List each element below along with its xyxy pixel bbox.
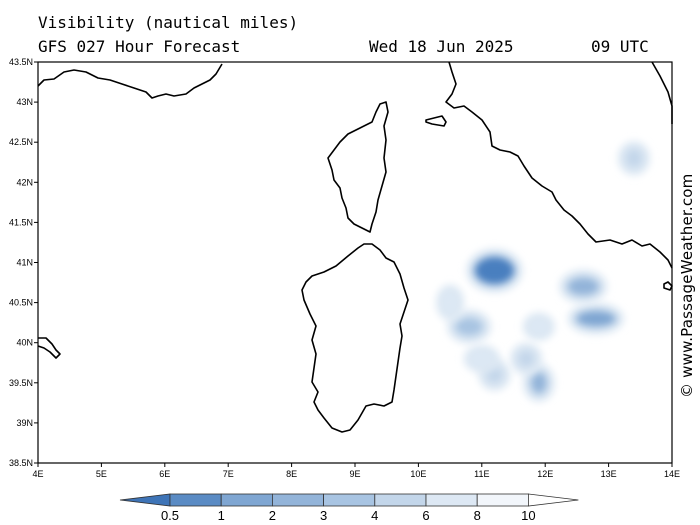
color-legend: 0.5 1 2 3 4 6 8 10	[119, 493, 579, 523]
visibility-patch	[530, 371, 547, 394]
visibility-patch	[444, 292, 457, 313]
legend-label: 8	[474, 508, 481, 523]
lat-tick-label: 42N	[16, 177, 33, 187]
visibility-shading	[436, 141, 650, 402]
coastline-italy	[445, 61, 673, 269]
legend-label: 1	[218, 508, 225, 523]
legend-swatch	[476, 493, 529, 507]
axis-ticks: 4E 5E 6E 7E 8E 9E 10E 11E 12E 13E 14E 43.5N 43N 42.5N…	[9, 57, 680, 479]
lon-tick-label: 10E	[410, 469, 426, 479]
forecast-subtitle: GFS 027 Hour Forecast	[38, 37, 241, 56]
legend-swatch	[323, 493, 376, 507]
legend-label: 6	[422, 508, 429, 523]
visibility-patch	[518, 350, 535, 367]
visibility-patch	[530, 320, 547, 333]
visibility-patch	[471, 352, 492, 365]
lon-tick-label: 11E	[474, 469, 489, 479]
visibility-patch	[567, 277, 600, 296]
coastline-sicily	[663, 281, 673, 291]
lat-tick-label: 41N	[16, 258, 33, 268]
coastline-menorca	[37, 337, 61, 359]
lat-tick-label: 40N	[16, 338, 33, 348]
lon-tick-label: 5E	[96, 469, 107, 479]
coastline-north	[37, 63, 223, 99]
legend-label: 0.5	[161, 508, 179, 523]
visibility-patch	[575, 310, 616, 327]
legend-swatch	[271, 493, 324, 507]
legend-swatch	[374, 493, 427, 507]
lon-tick-label: 12E	[537, 469, 553, 479]
lat-tick-label: 38.5N	[9, 458, 33, 468]
coastline-corsica	[327, 101, 389, 233]
legend-arrow-max	[528, 493, 579, 507]
visibility-patch	[455, 317, 484, 336]
lat-tick-label: 39.5N	[9, 378, 33, 388]
legend-swatch	[425, 493, 478, 507]
lon-tick-label: 7E	[223, 469, 234, 479]
legend-swatch	[169, 493, 222, 507]
coastline-sardinia	[301, 243, 409, 433]
legend-label: 3	[320, 508, 327, 523]
map-title: Visibility (nautical miles)	[38, 13, 299, 32]
lon-tick-label: 6E	[159, 469, 170, 479]
forecast-date: Wed 18 Jun 2025	[369, 37, 514, 56]
visibility-patch	[625, 149, 642, 168]
legend-label: 10	[521, 508, 535, 523]
forecast-time: 09 UTC	[591, 37, 649, 56]
legend-arrow-min	[119, 493, 171, 507]
lon-tick-label: 14E	[664, 469, 680, 479]
lat-tick-label: 41.5N	[9, 217, 33, 227]
lat-tick-label: 43.5N	[9, 57, 33, 67]
legend-label: 2	[269, 508, 276, 523]
lon-tick-label: 4E	[32, 469, 43, 479]
lat-tick-label: 40.5N	[9, 298, 33, 308]
legend-swatch	[220, 493, 273, 507]
lon-tick-label: 8E	[286, 469, 297, 479]
coastline-italy-east	[651, 61, 673, 124]
visibility-patch	[474, 256, 515, 285]
coastline-elba-tip	[425, 115, 447, 127]
coastlines	[37, 61, 673, 433]
lat-tick-label: 43N	[16, 97, 33, 107]
lat-tick-label: 39N	[16, 418, 33, 428]
map-frame	[37, 61, 673, 464]
legend-label: 4	[371, 508, 378, 523]
lat-tick-label: 42.5N	[9, 137, 33, 147]
lon-tick-label: 9E	[349, 469, 360, 479]
lon-tick-label: 13E	[601, 469, 617, 479]
